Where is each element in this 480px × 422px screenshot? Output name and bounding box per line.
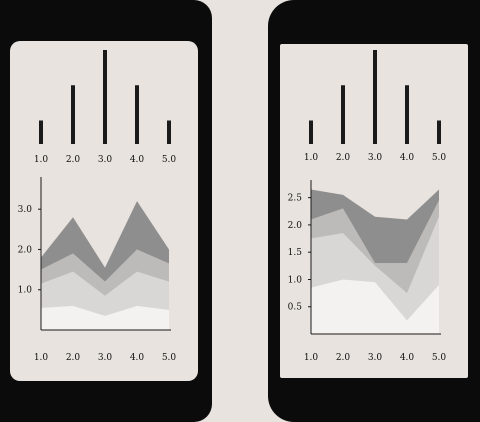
x-tick-label: 1.0 [34,155,49,165]
screen-right: 1.0 2.0 3.0 4.0 5.0 0.5 1.0 1.5 2.0 2.5 1.0 2.0 3.0 4… [280,44,468,378]
x-tick-label: 5.0 [162,353,177,363]
bar-3.0 [103,50,107,144]
bar-5.0 [437,121,441,145]
x-tick-label: 3.0 [368,153,383,163]
x-tick-label: 1.0 [34,353,49,363]
x-tick-label: 3.0 [98,353,113,363]
bar-2.0 [341,85,345,144]
charts-left: 1.0 2.0 3.0 4.0 5.0 1.0 2.0 3.0 1.0 2.0 3.0 4.0 5.0 [10,41,198,381]
x-tick-label: 5.0 [432,153,447,163]
bar-5.0 [167,121,171,145]
x-tick-label: 2.0 [336,353,351,363]
x-tick-label: 2.0 [66,155,81,165]
y-tick-label: 1.0 [288,275,303,285]
x-tick-label: 3.0 [98,155,113,165]
x-tick-label: 1.0 [304,153,319,163]
x-tick-label: 4.0 [400,153,415,163]
x-tick-label: 4.0 [400,353,415,363]
y-tick-label: 3.0 [18,205,33,215]
bar-4.0 [135,85,139,144]
y-tick-label: 1.5 [288,248,303,258]
bar-3.0 [373,50,377,144]
phone-right: 1.0 2.0 3.0 4.0 5.0 0.5 1.0 1.5 2.0 2.5 1.0 2.0 3.0 4… [268,0,480,422]
x-tick-label: 1.0 [304,353,319,363]
y-tick-label: 1.0 [18,286,33,296]
phone-left: 1.0 2.0 3.0 4.0 5.0 1.0 2.0 3.0 1.0 2.0 3.0 4.0 5.0 [0,0,212,422]
bar-1.0 [39,121,43,145]
y-tick-label: 2.0 [18,245,33,255]
x-tick-label: 5.0 [162,155,177,165]
x-tick-label: 5.0 [432,353,447,363]
charts-right: 1.0 2.0 3.0 4.0 5.0 0.5 1.0 1.5 2.0 2.5 1.0 2.0 3.0 4… [280,44,468,378]
y-tick-label: 2.0 [288,221,303,231]
x-tick-label: 3.0 [368,353,383,363]
bar-4.0 [405,85,409,144]
y-tick-label: 0.5 [288,303,303,313]
x-tick-label: 4.0 [130,353,145,363]
y-tick-label: 2.5 [288,194,303,204]
x-tick-label: 2.0 [336,153,351,163]
screen-left: 1.0 2.0 3.0 4.0 5.0 1.0 2.0 3.0 1.0 2.0 3.0 4.0 5.0 [10,41,198,381]
bar-2.0 [71,85,75,144]
x-tick-label: 4.0 [130,155,145,165]
x-tick-label: 2.0 [66,353,81,363]
bar-1.0 [309,121,313,145]
